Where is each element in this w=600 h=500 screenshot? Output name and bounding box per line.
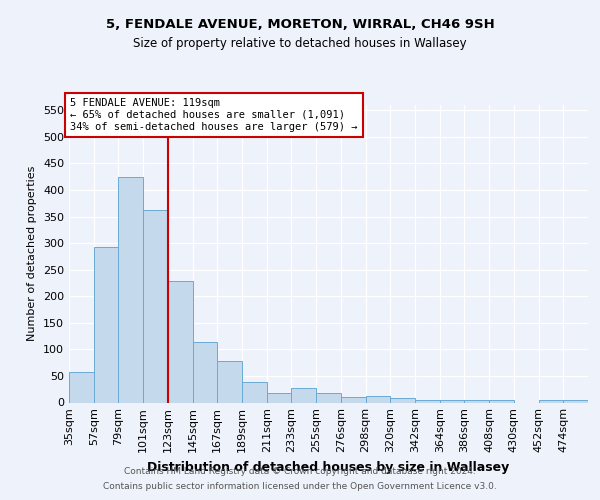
Bar [563, 400, 588, 402]
Bar [440, 400, 464, 402]
Bar [267, 393, 292, 402]
Bar [390, 398, 415, 402]
Text: 5 FENDALE AVENUE: 119sqm
← 65% of detached houses are smaller (1,091)
34% of sem: 5 FENDALE AVENUE: 119sqm ← 65% of detach… [70, 98, 358, 132]
Text: Contains HM Land Registry data © Crown copyright and database right 2024.: Contains HM Land Registry data © Crown c… [124, 467, 476, 476]
Bar [94, 247, 118, 402]
Bar [242, 382, 267, 402]
Y-axis label: Number of detached properties: Number of detached properties [28, 166, 37, 342]
Bar [316, 394, 341, 402]
Bar [365, 396, 390, 402]
Bar [292, 388, 316, 402]
Bar [489, 400, 514, 402]
Bar [415, 400, 440, 402]
Text: Size of property relative to detached houses in Wallasey: Size of property relative to detached ho… [133, 38, 467, 51]
Bar [168, 282, 193, 403]
Bar [539, 400, 563, 402]
Bar [69, 372, 94, 402]
Bar [341, 397, 365, 402]
Text: 5, FENDALE AVENUE, MORETON, WIRRAL, CH46 9SH: 5, FENDALE AVENUE, MORETON, WIRRAL, CH46… [106, 18, 494, 30]
Bar [118, 176, 143, 402]
Bar [217, 361, 242, 403]
Bar [193, 342, 217, 402]
Bar [143, 210, 168, 402]
Text: Contains public sector information licensed under the Open Government Licence v3: Contains public sector information licen… [103, 482, 497, 491]
X-axis label: Distribution of detached houses by size in Wallasey: Distribution of detached houses by size … [148, 461, 509, 474]
Bar [464, 400, 489, 402]
